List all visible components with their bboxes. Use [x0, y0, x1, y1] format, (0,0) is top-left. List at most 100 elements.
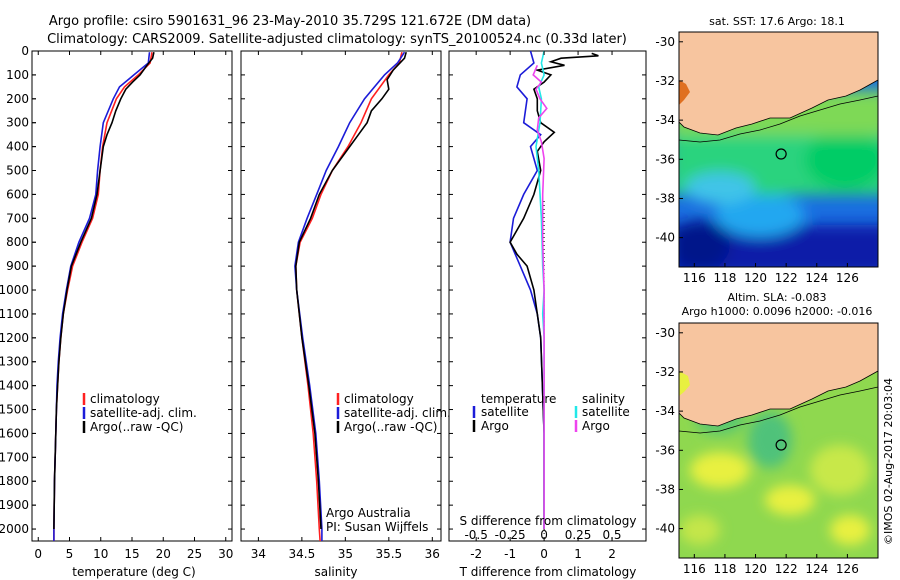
lat-tick-label: -34: [655, 404, 675, 418]
sst-field: [679, 32, 878, 267]
sst-cold-blob: [679, 220, 730, 267]
y-tick-label: 1800: [0, 474, 29, 488]
temperature-xlabel: temperature (deg C): [72, 565, 195, 579]
argo-location-marker: [775, 439, 787, 451]
sla-land: [679, 323, 878, 427]
lon-tick-label: 120: [744, 562, 767, 576]
temperature-lines: [32, 50, 232, 541]
argo-location-marker: [775, 148, 787, 160]
header-line-2: Climatology: CARS2009. Satellite-adjuste…: [47, 32, 627, 47]
lon-tick-label: 116: [683, 271, 706, 285]
y-tick-label: 2000: [0, 522, 29, 536]
legend-label-climatology: climatology: [90, 392, 160, 406]
lon-tick-label: 122: [775, 562, 798, 576]
y-tick-label: 100: [6, 68, 29, 82]
difference-panel: -0.5 -0.25 0 0.25 0.5 -2 -1 0 1 2 S difference f…: [448, 50, 647, 579]
sla-blob-6: [830, 515, 870, 545]
difference-lines: [449, 50, 646, 530]
s-tick-label: 0: [540, 528, 548, 542]
y-tick-label: 500: [6, 164, 29, 178]
s-tick-label: -0.5: [464, 528, 487, 542]
sst-lat-axis: -30 -32 -34 -36 -38 -40: [655, 35, 683, 245]
y-tick-label: 400: [6, 140, 29, 154]
y-tick-label: 700: [6, 211, 29, 225]
s-tick-label: 0.5: [602, 528, 621, 542]
x-tick-label: 15: [124, 547, 139, 561]
legend-label-climatology: climatology: [344, 392, 414, 406]
x-tick-label: 36: [425, 547, 440, 561]
x-tick-label: 25: [187, 547, 202, 561]
salinity-axis: 34 34.5 35 35.5 36: [251, 51, 440, 561]
s-tick-label: 0.25: [565, 528, 592, 542]
series-line-satellite_s: [535, 50, 545, 529]
y-tick-label: 0: [21, 44, 29, 58]
x-tick-label: -2: [470, 547, 482, 561]
legend-label-satellite: satellite-adj. clim.: [90, 406, 197, 420]
lat-tick-label: -40: [655, 231, 675, 245]
sst-frame: [678, 31, 879, 268]
salinity-lines: [241, 50, 441, 542]
s-difference-label: S difference from climatology: [460, 514, 637, 528]
x-tick-label: 2: [608, 547, 616, 561]
legend-label-satellite: satellite-adj. clim.: [344, 406, 451, 420]
lon-tick-label: 118: [713, 562, 736, 576]
sst-land: [679, 32, 878, 136]
lon-tick-label: 124: [805, 562, 828, 576]
series-line-satellite: [509, 50, 545, 529]
y-tick-label: 1200: [0, 331, 29, 345]
series-line-argo: [53, 52, 155, 530]
x-tick-label: 34: [251, 547, 266, 561]
sst-lon-axis: 116 118 120 122 124 126: [683, 263, 859, 285]
sla-lat-axis: -30 -32 -34 -36 -38 -40: [655, 326, 683, 536]
depth-axis: 0 100 200 300 400 500 600 700 800 900 1000 1100 1200…: [0, 44, 36, 536]
header-line-1: Argo profile: csiro 5901631_96 23-May-20…: [49, 14, 531, 29]
salinity-legend: climatology satellite-adj. clim. Argo(..…: [336, 392, 451, 434]
sst-warm-blob: [805, 130, 878, 190]
sla-coast-patch: [679, 371, 690, 396]
temperature-legend: climatology satellite-adj. clim. Argo(..…: [82, 392, 197, 434]
y-tick-label: 900: [6, 259, 29, 273]
x-tick-label: 35: [338, 547, 353, 561]
sla-blob-1: [690, 452, 750, 488]
lat-tick-label: -32: [655, 365, 675, 379]
sst-map: sat. SST: 17.6 Argo: 18.1 116 118 120 122 12…: [655, 15, 879, 285]
lon-tick-label: 126: [836, 562, 859, 576]
sla-frame: [678, 322, 879, 559]
y-tick-label: 800: [6, 235, 29, 249]
lat-tick-label: -34: [655, 113, 675, 127]
sla-blob-3: [810, 445, 870, 495]
x-tick-label: 1: [574, 547, 582, 561]
lon-tick-label: 122: [775, 271, 798, 285]
series-line-argo: [509, 52, 599, 529]
lon-tick-label: 116: [683, 562, 706, 576]
temperature-panel: 0100200300400500600700800900100011001200…: [0, 44, 233, 579]
sst-map-title: sat. SST: 17.6 Argo: 18.1: [709, 15, 845, 28]
legend-label-s-satellite: satellite: [582, 405, 630, 419]
annotation-line-2: PI: Susan Wijffels: [326, 520, 428, 534]
lat-tick-label: -38: [655, 191, 675, 205]
x-tick-label: 10: [93, 547, 108, 561]
salinity-xlabel: salinity: [314, 565, 357, 579]
y-tick-label: 200: [6, 92, 29, 106]
lat-tick-label: -40: [655, 522, 675, 536]
x-tick-label: 30: [218, 547, 233, 561]
temperature-axis: 0 5 10 15 20 25 30: [34, 51, 233, 561]
t-difference-axis: -2 -1 0 1 2: [470, 51, 616, 561]
lat-tick-label: -38: [655, 482, 675, 496]
lon-tick-label: 124: [805, 271, 828, 285]
sla-blob-4: [748, 412, 792, 468]
legend-label-t-satellite: satellite: [481, 405, 529, 419]
sla-blob-7: [680, 515, 720, 545]
legend-title-salinity: salinity: [582, 392, 625, 406]
y-tick-label: 1900: [0, 498, 29, 512]
legend-label-argo: Argo(..raw -QC): [344, 420, 437, 434]
y-tick-label: 300: [6, 116, 29, 130]
legend-label-argo: Argo(..raw -QC): [90, 420, 183, 434]
y-tick-label: 1400: [0, 379, 29, 393]
lon-tick-label: 120: [744, 271, 767, 285]
x-tick-label: -1: [504, 547, 516, 561]
salinity-panel: 34 34.5 35 35.5 36 salinity climatology sate…: [240, 50, 451, 579]
lon-tick-label: 118: [713, 271, 736, 285]
x-tick-label: 35.5: [375, 547, 402, 561]
